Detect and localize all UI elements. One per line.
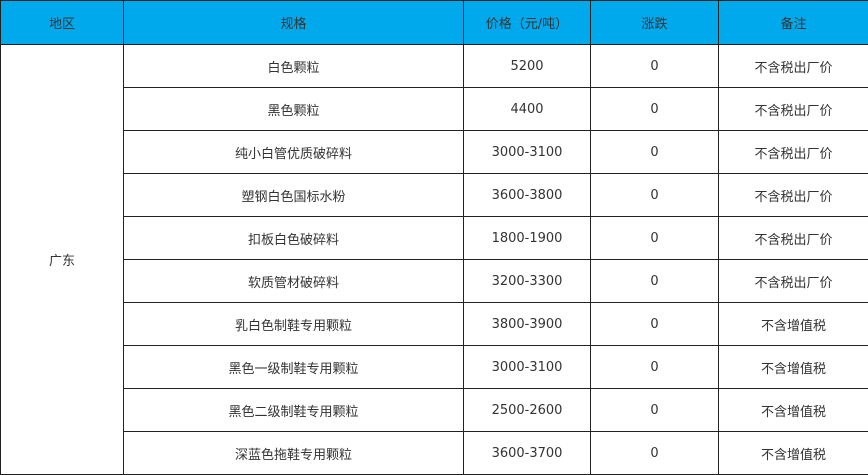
change-cell: 0 bbox=[591, 131, 719, 174]
change-cell: 0 bbox=[591, 303, 719, 346]
change-cell: 0 bbox=[591, 88, 719, 131]
note-cell: 不含税出厂价 bbox=[719, 217, 868, 260]
price-cell: 2500-2600 bbox=[464, 389, 591, 432]
note-cell: 不含税出厂价 bbox=[719, 88, 868, 131]
note-cell: 不含税出厂价 bbox=[719, 260, 868, 303]
price-cell: 1800-1900 bbox=[464, 217, 591, 260]
header-change: 涨跌 bbox=[591, 1, 719, 45]
region-cell: 广东 bbox=[1, 45, 124, 475]
spec-cell: 乳白色制鞋专用颗粒 bbox=[124, 303, 464, 346]
note-cell: 不含增值税 bbox=[719, 303, 868, 346]
price-cell: 3600-3700 bbox=[464, 432, 591, 475]
price-cell: 3800-3900 bbox=[464, 303, 591, 346]
price-cell: 3000-3100 bbox=[464, 131, 591, 174]
spec-cell: 白色颗粒 bbox=[124, 45, 464, 88]
spec-cell: 黑色二级制鞋专用颗粒 bbox=[124, 389, 464, 432]
header-region: 地区 bbox=[1, 1, 124, 45]
spec-cell: 黑色颗粒 bbox=[124, 88, 464, 131]
price-cell: 4400 bbox=[464, 88, 591, 131]
change-cell: 0 bbox=[591, 389, 719, 432]
spec-cell: 扣板白色破碎料 bbox=[124, 217, 464, 260]
spec-cell: 软质管材破碎料 bbox=[124, 260, 464, 303]
change-cell: 0 bbox=[591, 174, 719, 217]
header-row: 地区 规格 价格（元/吨） 涨跌 备注 bbox=[1, 1, 868, 45]
change-cell: 0 bbox=[591, 45, 719, 88]
price-cell: 3200-3300 bbox=[464, 260, 591, 303]
change-cell: 0 bbox=[591, 217, 719, 260]
header-note: 备注 bbox=[719, 1, 868, 45]
note-cell: 不含增值税 bbox=[719, 389, 868, 432]
header-price: 价格（元/吨） bbox=[464, 1, 591, 45]
note-cell: 不含税出厂价 bbox=[719, 131, 868, 174]
change-cell: 0 bbox=[591, 260, 719, 303]
change-cell: 0 bbox=[591, 346, 719, 389]
spec-cell: 塑钢白色国标水粉 bbox=[124, 174, 464, 217]
note-cell: 不含增值税 bbox=[719, 432, 868, 475]
spec-cell: 深蓝色拖鞋专用颗粒 bbox=[124, 432, 464, 475]
price-cell: 5200 bbox=[464, 45, 591, 88]
note-cell: 不含税出厂价 bbox=[719, 174, 868, 217]
note-cell: 不含增值税 bbox=[719, 346, 868, 389]
change-cell: 0 bbox=[591, 432, 719, 475]
price-cell: 3000-3100 bbox=[464, 346, 591, 389]
price-cell: 3600-3800 bbox=[464, 174, 591, 217]
header-spec: 规格 bbox=[124, 1, 464, 45]
spec-cell: 纯小白管优质破碎料 bbox=[124, 131, 464, 174]
spec-cell: 黑色一级制鞋专用颗粒 bbox=[124, 346, 464, 389]
note-cell: 不含税出厂价 bbox=[719, 45, 868, 88]
